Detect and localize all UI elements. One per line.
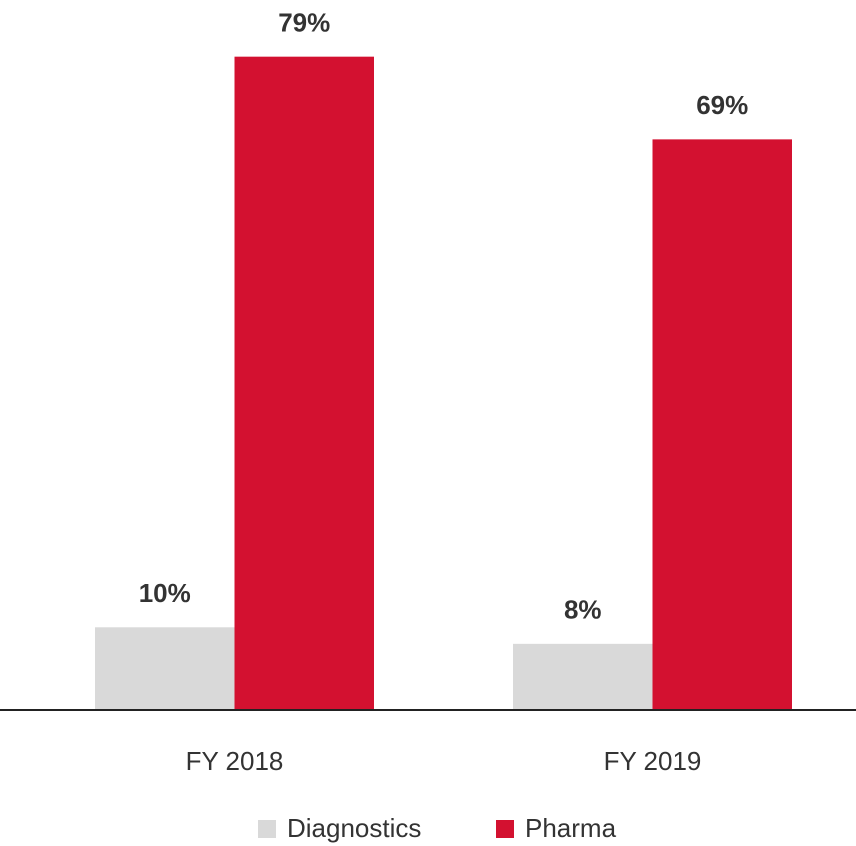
legend-label: Pharma bbox=[525, 813, 617, 843]
bar bbox=[95, 627, 235, 710]
bar bbox=[652, 139, 792, 710]
legend-label: Diagnostics bbox=[287, 813, 421, 843]
legend-swatch bbox=[496, 820, 514, 838]
bar bbox=[513, 643, 653, 710]
value-label: 69% bbox=[696, 90, 748, 120]
x-tick-label: FY 2018 bbox=[186, 746, 284, 776]
value-label: 8% bbox=[564, 595, 602, 625]
x-tick-label: FY 2019 bbox=[604, 746, 702, 776]
value-label: 79% bbox=[278, 8, 330, 38]
legend-swatch bbox=[258, 820, 276, 838]
value-label: 10% bbox=[139, 578, 191, 608]
bar bbox=[234, 56, 374, 711]
